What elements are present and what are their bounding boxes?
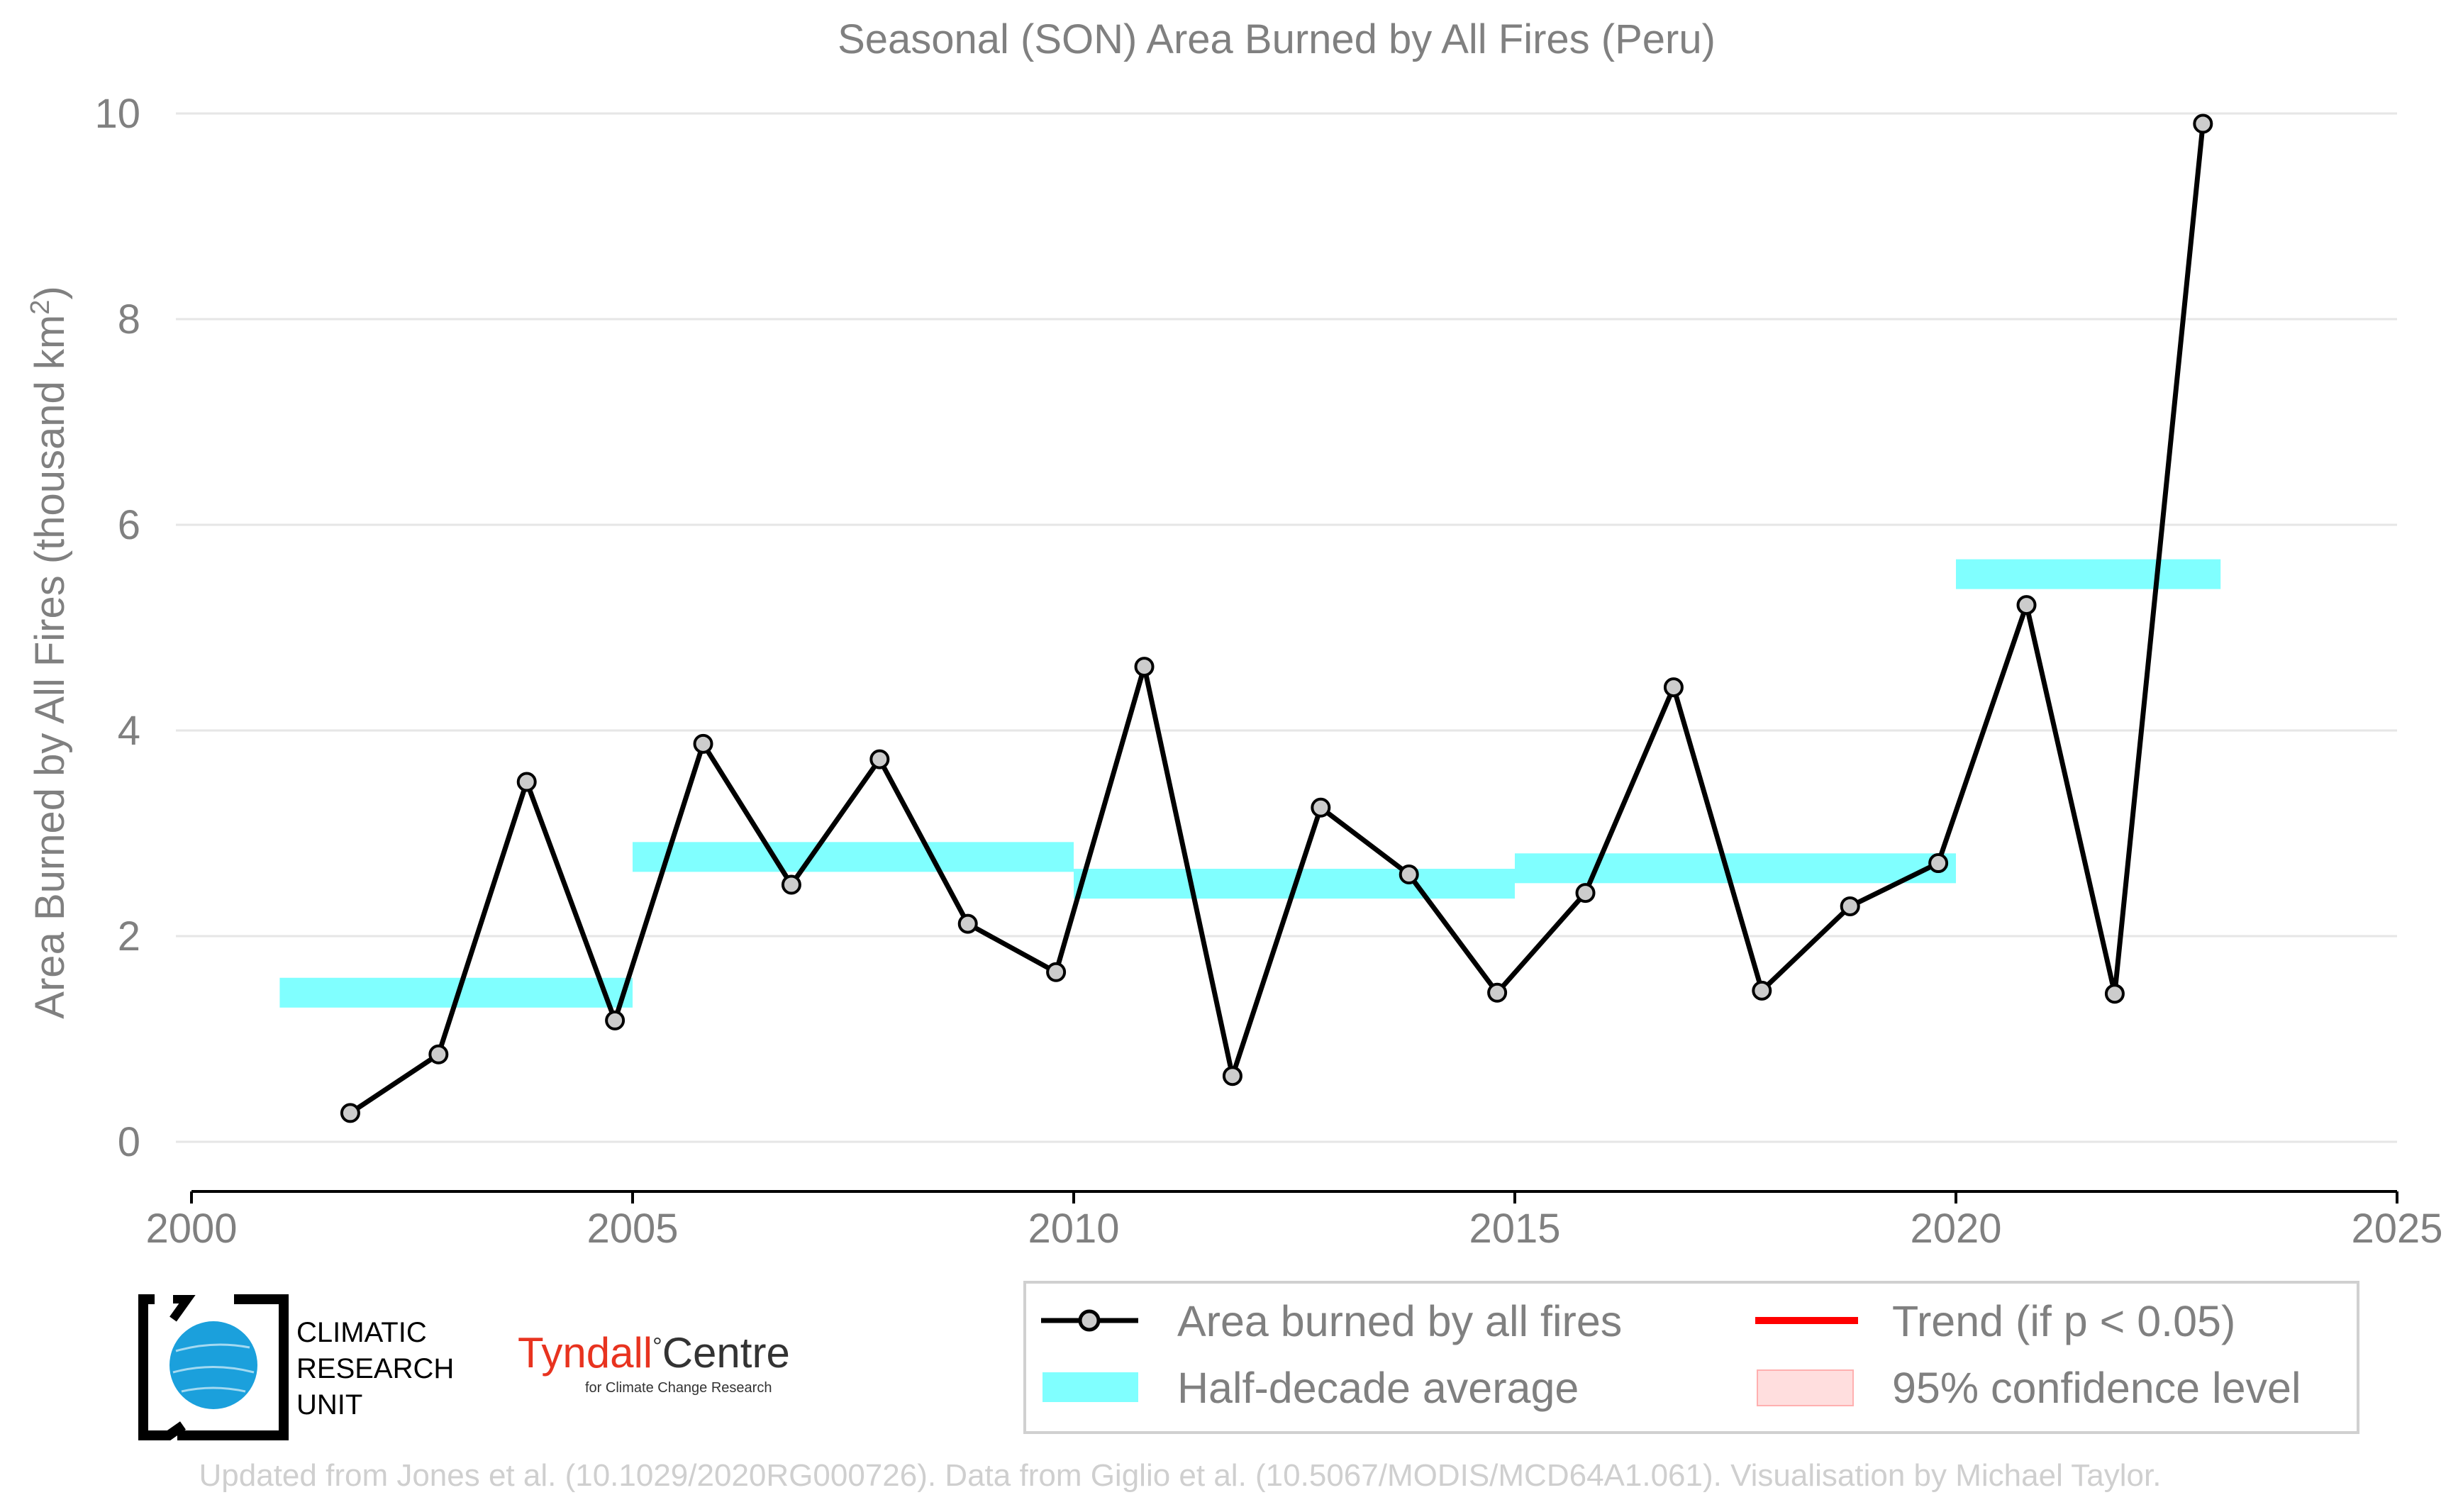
cru-logo: CLIMATIC RESEARCH UNIT (138, 1294, 454, 1440)
data-point (869, 749, 890, 769)
half-decade-average-bar (1956, 559, 2221, 589)
tyndall-logo: Tyndall°Centre for Climate Change Resear… (518, 1329, 790, 1396)
y-tick-label: 0 (118, 1119, 140, 1165)
y-tick-label: 6 (118, 502, 140, 548)
y-axis-label: Area Burned by All Fires (thousand km2) (26, 286, 73, 1018)
data-point (2016, 595, 2037, 616)
half-decade-average-bar (633, 842, 1074, 872)
cru-text-line-1: CLIMATIC (296, 1317, 427, 1348)
data-point (1752, 980, 1772, 1001)
cru-text-line-2: RESEARCH (296, 1353, 454, 1384)
data-points (340, 113, 2213, 1123)
x-tick-label: 2005 (586, 1206, 678, 1252)
data-point (428, 1044, 449, 1064)
series-line-area-burned (348, 123, 2206, 1116)
globe-icon (169, 1321, 257, 1409)
legend-label-trend: Trend (if p < 0.05) (1892, 1297, 2235, 1345)
data-point (957, 913, 978, 934)
legend-marker-area-burned (1078, 1309, 1101, 1332)
x-tick-label: 2010 (1028, 1206, 1119, 1252)
data-point (1928, 853, 1949, 874)
data-point (2104, 984, 2125, 1004)
cru-text-line-3: UNIT (296, 1389, 362, 1421)
y-tick-label: 2 (118, 913, 140, 960)
cru-bracket-right (177, 1294, 289, 1440)
legend-label-confidence: 95% confidence level (1892, 1364, 2301, 1412)
grid (176, 112, 2397, 1143)
series-line-group (348, 123, 2206, 1116)
data-point (340, 1103, 360, 1123)
y-tick-label: 4 (118, 708, 140, 754)
tyndall-wordmark: Tyndall°Centre (518, 1329, 790, 1377)
x-tick-label: 2025 (2351, 1206, 2442, 1252)
data-point (2193, 113, 2213, 134)
half-decade-average-bars (279, 559, 2221, 1008)
data-point (781, 874, 801, 895)
y-tick-label: 8 (118, 296, 140, 343)
data-point (1311, 797, 1331, 818)
cru-bracket-notch (169, 1295, 196, 1322)
cru-bracket-left (138, 1294, 187, 1440)
legend-label-area-burned: Area burned by all fires (1177, 1297, 1622, 1345)
legend-band-confidence (1757, 1369, 1854, 1406)
legend-box (1023, 1281, 2359, 1434)
half-decade-average-bar (1515, 853, 1956, 884)
data-point (1399, 865, 1419, 884)
x-tick-label: 2000 (145, 1206, 237, 1252)
data-point (1663, 677, 1684, 698)
x-tick-label: 2020 (1910, 1206, 2001, 1252)
x-axis-ticks: 2000 2005 2010 2015 2020 2025 (145, 1191, 2443, 1252)
data-point (605, 1010, 626, 1030)
y-tick-label: 10 (94, 91, 140, 137)
y-axis-ticks: 0 2 4 6 8 10 (94, 91, 140, 1165)
footer-credits: Updated from Jones et al. (10.1029/2020R… (199, 1458, 2162, 1493)
data-point (1840, 896, 1860, 916)
legend: Area burned by all fires Trend (if p < 0… (1023, 1281, 2359, 1434)
data-point (516, 772, 537, 792)
data-point (693, 733, 713, 754)
legend-label-half-decade: Half-decade average (1177, 1364, 1579, 1412)
data-point (1487, 982, 1508, 1003)
data-point (1222, 1066, 1242, 1086)
data-point (1575, 883, 1596, 904)
x-tick-label: 2015 (1469, 1206, 1560, 1252)
chart-title: Seasonal (SON) Area Burned by All Fires … (838, 16, 1716, 62)
data-point (1134, 657, 1155, 677)
tyndall-subtitle: for Climate Change Research (585, 1380, 772, 1396)
data-point (1046, 962, 1067, 982)
globe-lines (172, 1343, 255, 1393)
legend-band-half-decade (1043, 1372, 1138, 1402)
